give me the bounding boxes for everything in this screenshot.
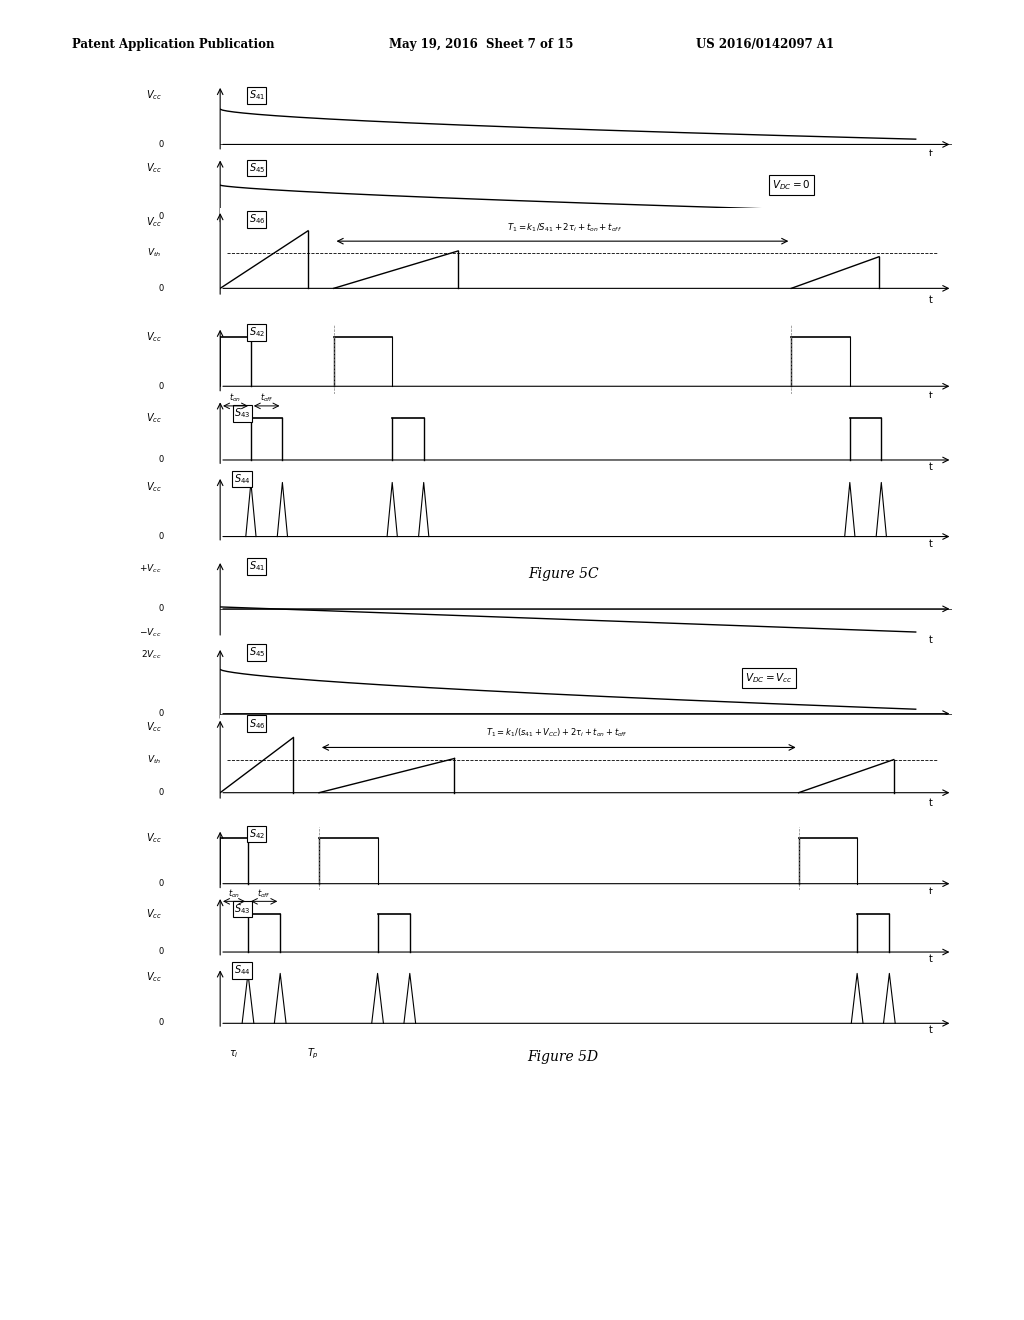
Text: $T_1 = k_1/S_{41} + 2\tau_i + t_{on} + t_{off}$: $T_1 = k_1/S_{41} + 2\tau_i + t_{on} + t… [507,222,622,234]
Text: $S_{46}$: $S_{46}$ [249,717,265,730]
Text: $V_{cc}$: $V_{cc}$ [145,161,162,176]
Text: $V_{cc}$: $V_{cc}$ [145,721,162,734]
Text: $S_{41}$: $S_{41}$ [249,88,265,103]
Text: t: t [929,1024,932,1035]
Text: $S_{42}$: $S_{42}$ [249,326,265,339]
Text: $-V_{cc}$: $-V_{cc}$ [139,627,162,639]
Text: $V_{cc}$: $V_{cc}$ [145,832,162,845]
Text: Figure 5C: Figure 5C [528,566,598,581]
Text: t: t [929,718,932,727]
Text: Figure 5D: Figure 5D [527,1051,599,1064]
Text: 0: 0 [159,788,164,797]
Text: t: t [929,294,932,305]
Text: 0: 0 [159,381,164,391]
Text: $V_{cc}$: $V_{cc}$ [145,412,162,425]
Text: t: t [929,391,932,400]
Text: $+V_{cc}$: $+V_{cc}$ [139,562,162,574]
Text: $V_{cc}$: $V_{cc}$ [145,479,162,494]
Text: Patent Application Publication: Patent Application Publication [72,38,274,51]
Text: 0: 0 [159,946,164,956]
Text: 0: 0 [159,140,164,149]
Text: $T_p$: $T_p$ [316,562,329,577]
Text: $S_{44}$: $S_{44}$ [233,964,251,977]
Text: $V_{DC} = V_{cc}$: $V_{DC} = V_{cc}$ [745,672,794,685]
Text: $V_{cc}$: $V_{cc}$ [145,330,162,345]
Text: $t_{on}$: $t_{on}$ [228,888,241,900]
Text: t: t [929,462,932,473]
Text: US 2016/0142097 A1: US 2016/0142097 A1 [696,38,835,51]
Text: t: t [929,887,932,898]
Text: $V_{DC} = 0$: $V_{DC} = 0$ [772,178,811,193]
Text: $\tau_i$: $\tau_i$ [229,1048,239,1060]
Text: $S_{42}$: $S_{42}$ [249,828,265,841]
Text: t: t [929,953,932,964]
Text: 0: 0 [159,603,164,612]
Text: $S_{45}$: $S_{45}$ [249,645,265,659]
Text: 0: 0 [159,532,164,541]
Text: 0: 0 [159,709,164,718]
Text: 0: 0 [159,284,164,293]
Text: $V_{cc}$: $V_{cc}$ [145,907,162,920]
Text: $t_{off}$: $t_{off}$ [260,392,273,404]
Text: $V_{cc}$: $V_{cc}$ [145,88,162,103]
Text: $t_{off}$: $t_{off}$ [257,888,271,900]
Text: $S_{43}$: $S_{43}$ [233,902,250,916]
Text: $T_1 = k_1/(s_{41} + V_{CC}) + 2\tau_i + t_{on} + t_{off}$: $T_1 = k_1/(s_{41} + V_{CC}) + 2\tau_i +… [486,727,628,739]
Text: 0: 0 [159,455,164,465]
Text: t: t [929,149,932,158]
Text: t: t [929,635,932,645]
Text: $\tau_i$: $\tau_i$ [230,564,241,576]
Text: $S_{44}$: $S_{44}$ [233,473,251,486]
Text: $V_{cc}$: $V_{cc}$ [145,970,162,985]
Text: t: t [929,799,932,808]
Text: t: t [929,539,932,549]
Text: $V_{cc}$: $V_{cc}$ [145,215,162,230]
Text: $V_{th}$: $V_{th}$ [147,247,162,259]
Text: t: t [929,222,932,231]
Text: $T_p$: $T_p$ [307,1047,319,1061]
Text: $S_{46}$: $S_{46}$ [249,213,265,226]
Text: 0: 0 [159,879,164,888]
Text: May 19, 2016  Sheet 7 of 15: May 19, 2016 Sheet 7 of 15 [389,38,573,51]
Text: $t_{on}$: $t_{on}$ [229,392,242,404]
Text: $S_{43}$: $S_{43}$ [233,407,250,420]
Text: 0: 0 [159,213,164,222]
Text: $V_{th}$: $V_{th}$ [147,754,162,766]
Text: $S_{41}$: $S_{41}$ [249,560,265,573]
Text: $S_{45}$: $S_{45}$ [249,161,265,176]
Text: $2V_{cc}$: $2V_{cc}$ [141,648,162,661]
Text: 0: 0 [159,1018,164,1027]
